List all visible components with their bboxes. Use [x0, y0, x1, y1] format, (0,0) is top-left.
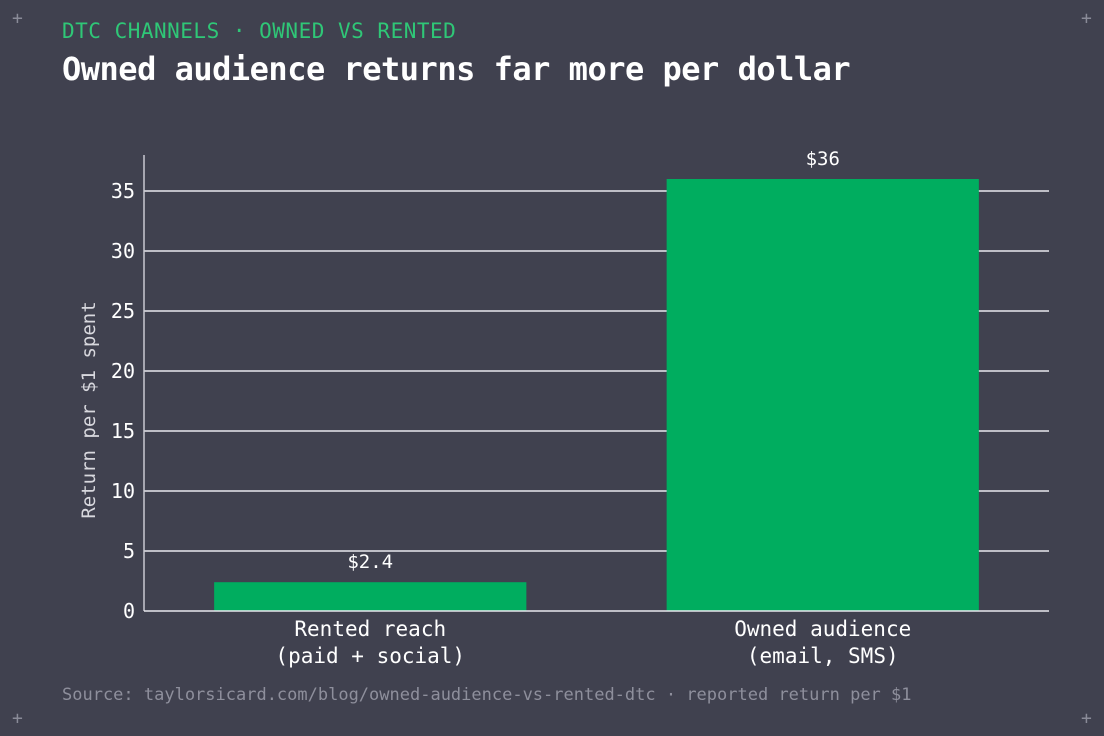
x-category-label-line: (email, SMS): [747, 644, 899, 668]
x-category-label-line: Owned audience: [734, 617, 911, 641]
source-note: Source: taylorsicard.com/blog/owned-audi…: [62, 685, 912, 705]
bar-data-label: $2.4: [347, 551, 393, 573]
chart-kicker: DTC CHANNELS · OWNED VS RENTED: [62, 19, 457, 43]
y-axis-title: Return per $1 spent: [78, 301, 100, 518]
y-tick-label: 0: [123, 599, 135, 623]
y-tick-label: 15: [111, 419, 135, 443]
y-tick-label: 20: [111, 359, 135, 383]
x-category-label: Rented reach (paid + social): [275, 617, 465, 668]
bar: [666, 179, 979, 611]
corner-mark-bottom-right: +: [1081, 708, 1092, 729]
y-tick-label: 35: [111, 179, 135, 203]
corner-mark-top-left: +: [12, 8, 23, 29]
y-tick-label: 5: [123, 539, 135, 563]
y-tick-label: 25: [111, 299, 135, 323]
chart-title: Owned audience returns far more per doll…: [62, 50, 851, 88]
y-tick-label: 10: [111, 479, 135, 503]
corner-mark-bottom-left: +: [12, 708, 23, 729]
x-category-label-line: Rented reach: [294, 617, 446, 641]
bar: [214, 582, 527, 611]
y-tick-label: 30: [111, 239, 135, 263]
corner-mark-top-right: +: [1081, 8, 1092, 29]
x-category-label-line: (paid + social): [275, 644, 465, 668]
x-category-label: Owned audience (email, SMS): [734, 617, 911, 668]
bar-data-label: $36: [806, 148, 840, 170]
